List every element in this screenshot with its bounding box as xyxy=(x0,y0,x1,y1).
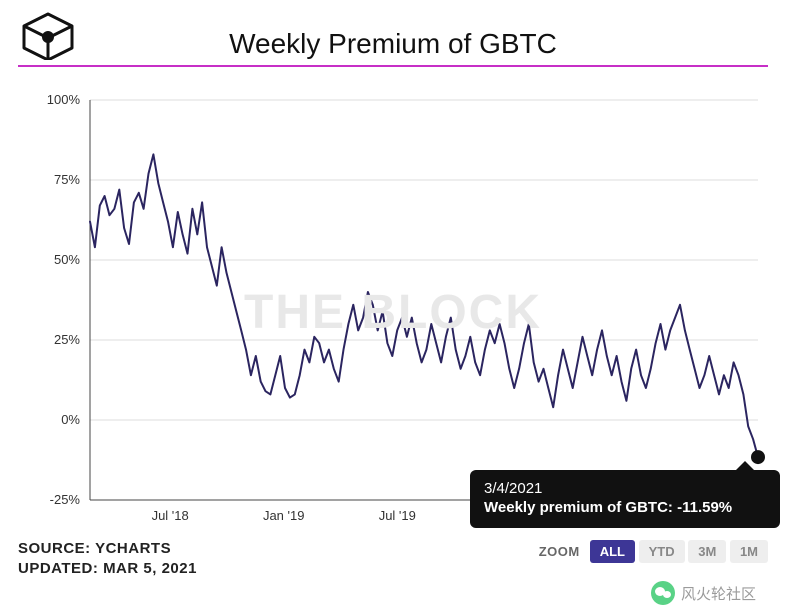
svg-text:50%: 50% xyxy=(54,252,80,267)
zoom-button-3m[interactable]: 3M xyxy=(688,540,726,563)
svg-text:100%: 100% xyxy=(47,92,81,107)
svg-text:Jul '19: Jul '19 xyxy=(379,508,416,523)
zoom-button-all[interactable]: ALL xyxy=(590,540,635,563)
wechat-icon xyxy=(651,581,675,605)
svg-text:Jul '18: Jul '18 xyxy=(152,508,189,523)
svg-text:75%: 75% xyxy=(54,172,80,187)
zoom-button-ytd[interactable]: YTD xyxy=(639,540,685,563)
svg-text:Jan '19: Jan '19 xyxy=(263,508,305,523)
line-chart: -25% 0% 25% 50% 75% 100% Jul '18 Jan '19 Jul '19 xyxy=(18,75,768,530)
svg-text:-25%: -25% xyxy=(50,492,81,507)
wechat-watermark: 风火轮社区 xyxy=(651,581,756,605)
zoom-label: ZOOM xyxy=(539,544,580,559)
chart-title: Weekly Premium of GBTC xyxy=(18,28,768,60)
tooltip-date: 3/4/2021 xyxy=(484,480,766,497)
wechat-text: 风火轮社区 xyxy=(681,583,756,604)
chart-page: Weekly Premium of GBTC THE BLOCK -25%0%2… xyxy=(0,0,786,615)
source-line: SOURCE: YCHARTS xyxy=(18,540,171,557)
chart-area: THE BLOCK -25%0%25%50%75%100%Jul '18Jan … xyxy=(18,75,768,530)
zoom-controls: ZOOM ALL YTD 3M 1M xyxy=(539,537,768,565)
svg-text:25%: 25% xyxy=(54,332,80,347)
chart-header: Weekly Premium of GBTC xyxy=(18,10,768,67)
updated-line: UPDATED: MAR 5, 2021 xyxy=(18,560,197,577)
zoom-button-1m[interactable]: 1M xyxy=(730,540,768,563)
tooltip-value: Weekly premium of GBTC: -11.59% xyxy=(484,499,766,516)
data-tooltip: 3/4/2021 Weekly premium of GBTC: -11.59% xyxy=(470,470,780,528)
svg-text:0%: 0% xyxy=(61,412,80,427)
